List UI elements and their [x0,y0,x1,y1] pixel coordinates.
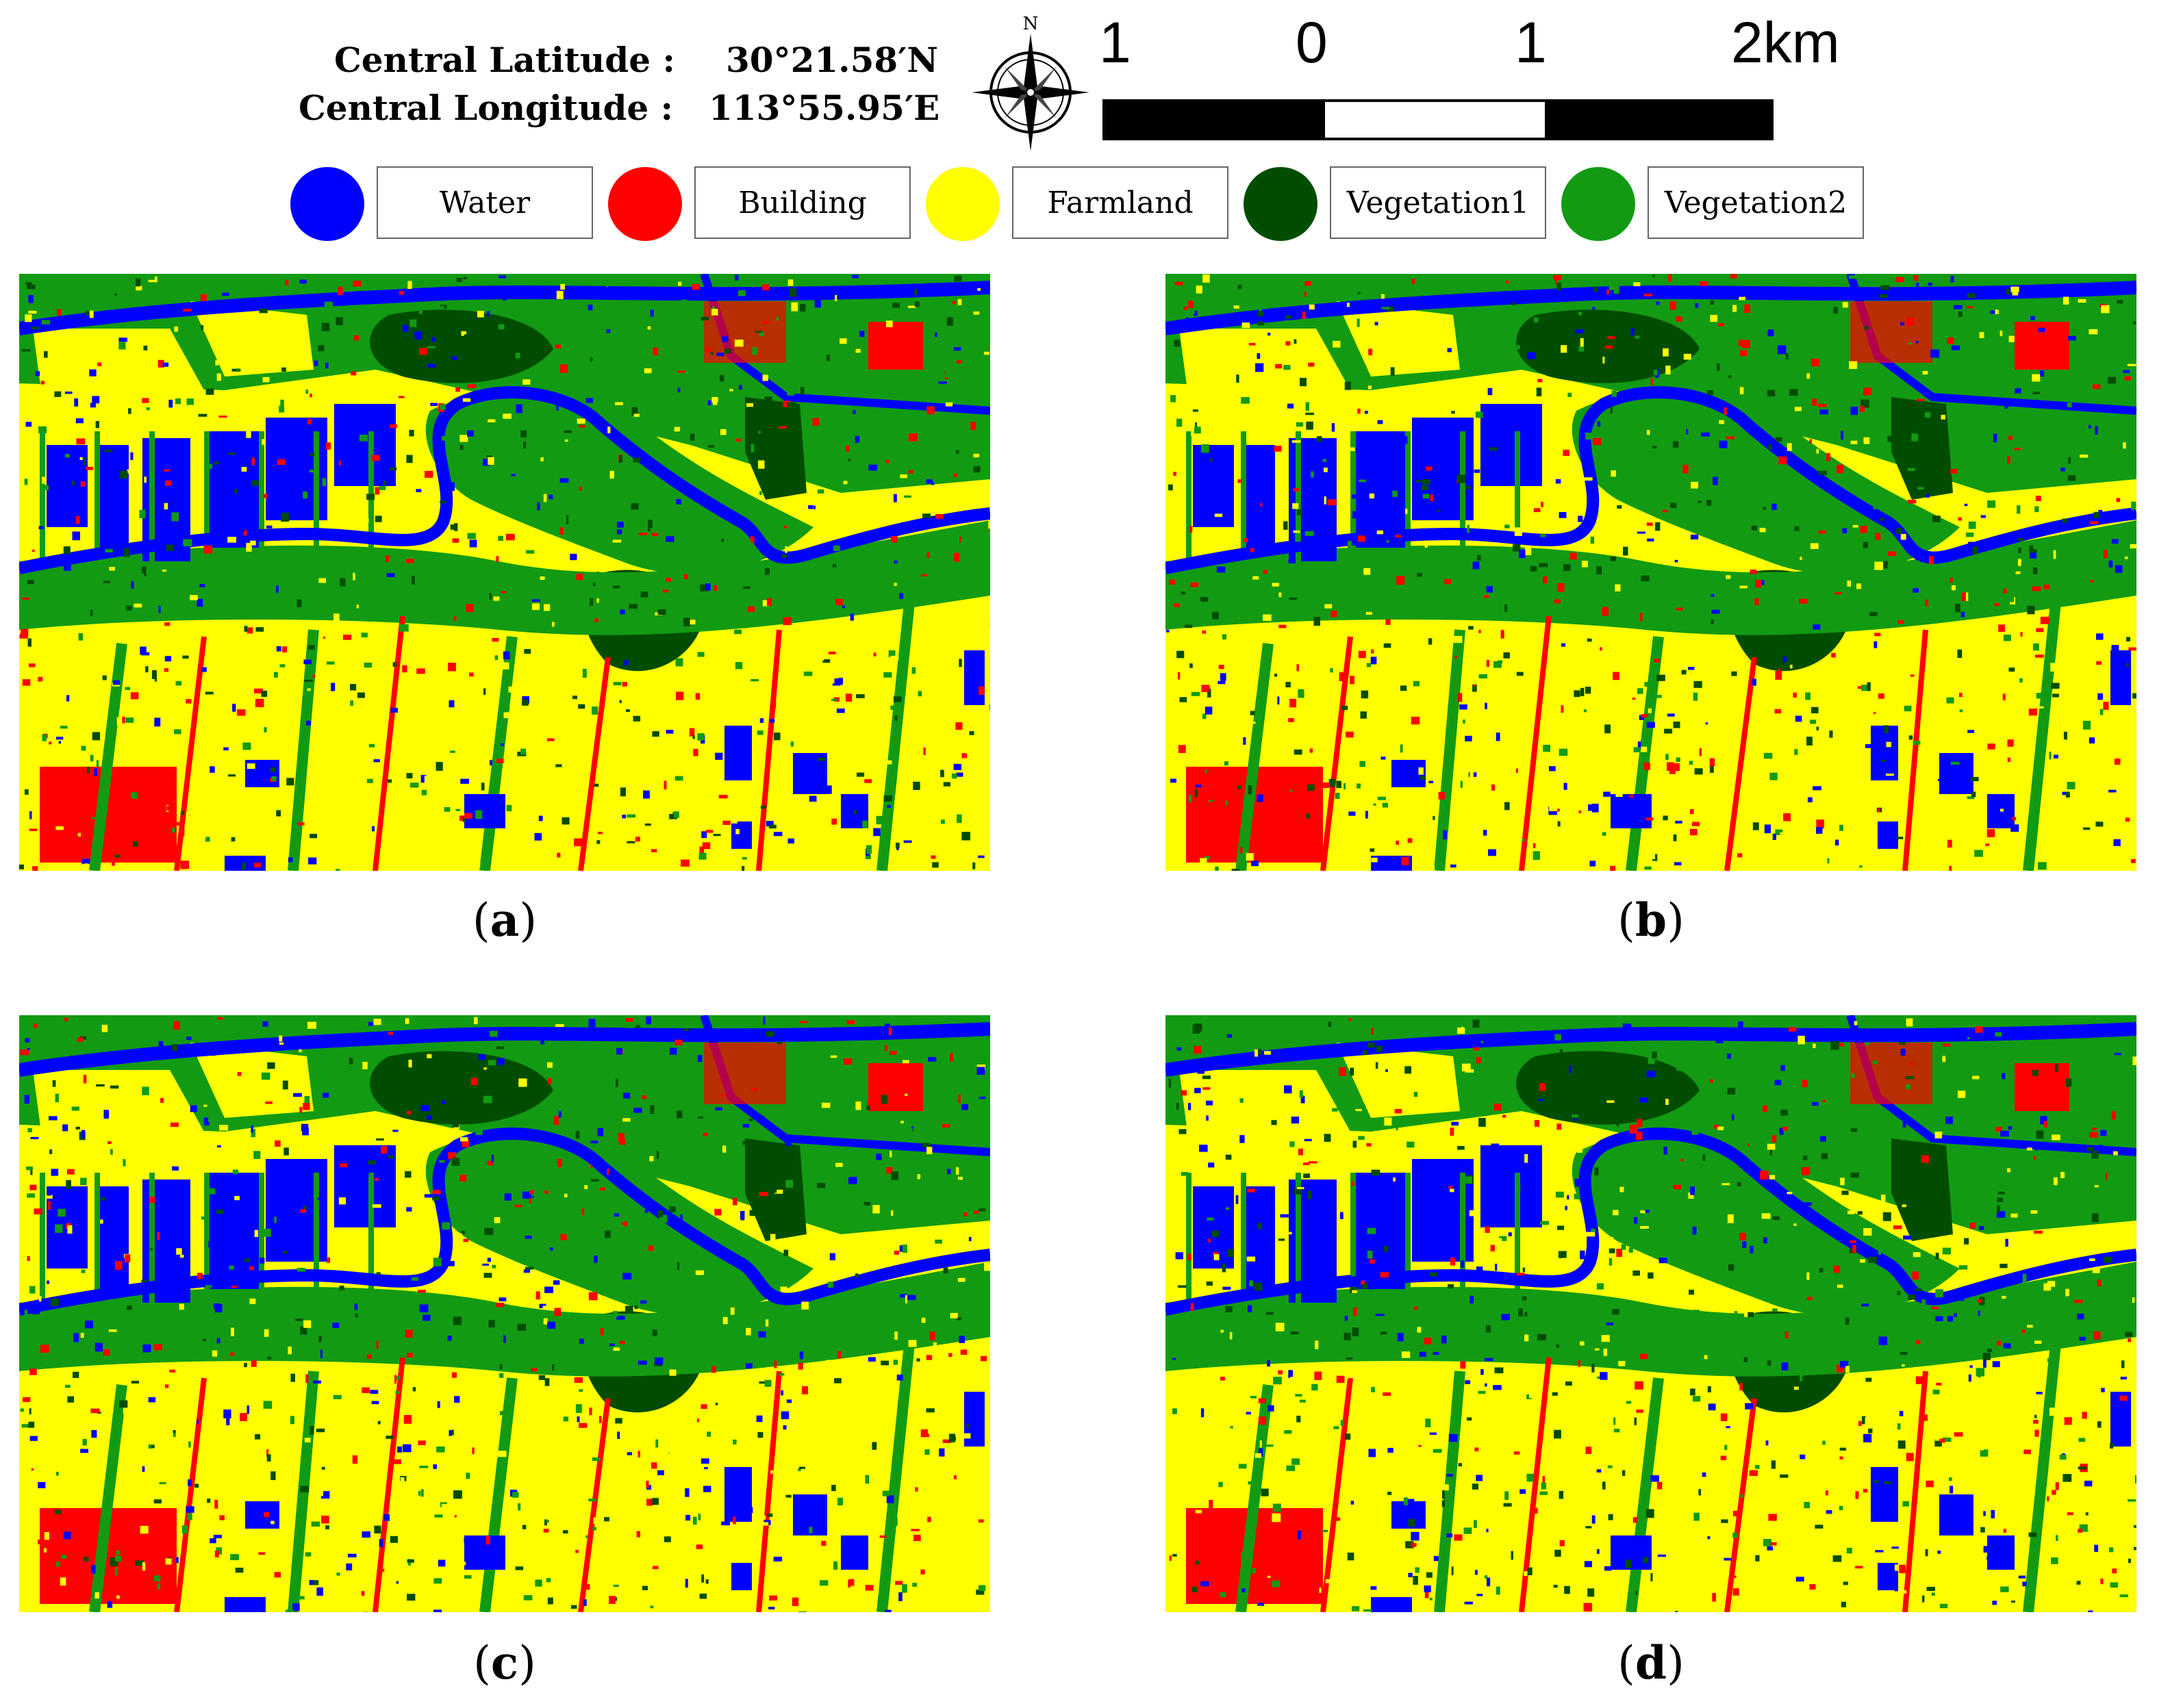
scale-label-0: 0 [1296,10,1328,75]
panel-caption-b: (b) [1617,893,1685,947]
central-latitude-value: 30°21.58′N [726,40,939,80]
panel-letter-c: c [490,1636,519,1690]
scale-label-1-right: 1 [1515,10,1547,75]
central-latitude-label: Central Latitude : [334,40,675,80]
legend-swatch-vegetation1 [1244,167,1317,241]
legend-label-vegetation2: Vegetation2 [1648,166,1864,239]
legend-label-building: Building [694,166,911,239]
classification-map-c [19,1015,990,1612]
scale-segment [1324,102,1545,138]
panel-letter-a: a [490,893,520,947]
panel-letter-b: b [1635,893,1667,947]
classification-map-b [1165,274,2136,871]
classification-map-d [1165,1015,2136,1612]
compass-north-label: N [1023,14,1039,34]
legend-label-farmland: Farmland [1012,166,1228,239]
panel-letter-d: d [1635,1636,1667,1690]
compass-rose-icon: N [972,14,1089,151]
scale-label-2km: 2km [1731,10,1840,75]
legend-swatch-vegetation2 [1561,167,1635,241]
panel-caption-c: (c) [473,1636,536,1690]
classification-map-a [19,274,990,871]
legend-label-vegetation1: Vegetation1 [1330,166,1546,239]
scale-bar [1102,99,1774,140]
panel-caption-a: (a) [472,893,538,947]
legend-swatch-water [290,167,364,241]
legend-swatch-farmland [926,167,1000,241]
legend-label-water: Water [377,166,593,239]
central-longitude-value: 113°55.95′E [709,88,940,128]
scale-segment [1105,102,1325,138]
scale-label-1-left: 1 [1099,10,1131,75]
legend-swatch-building [608,167,682,241]
central-longitude-label: Central Longitude : [299,88,674,128]
scale-segment [1544,102,1771,138]
panel-caption-d: (d) [1617,1636,1685,1690]
